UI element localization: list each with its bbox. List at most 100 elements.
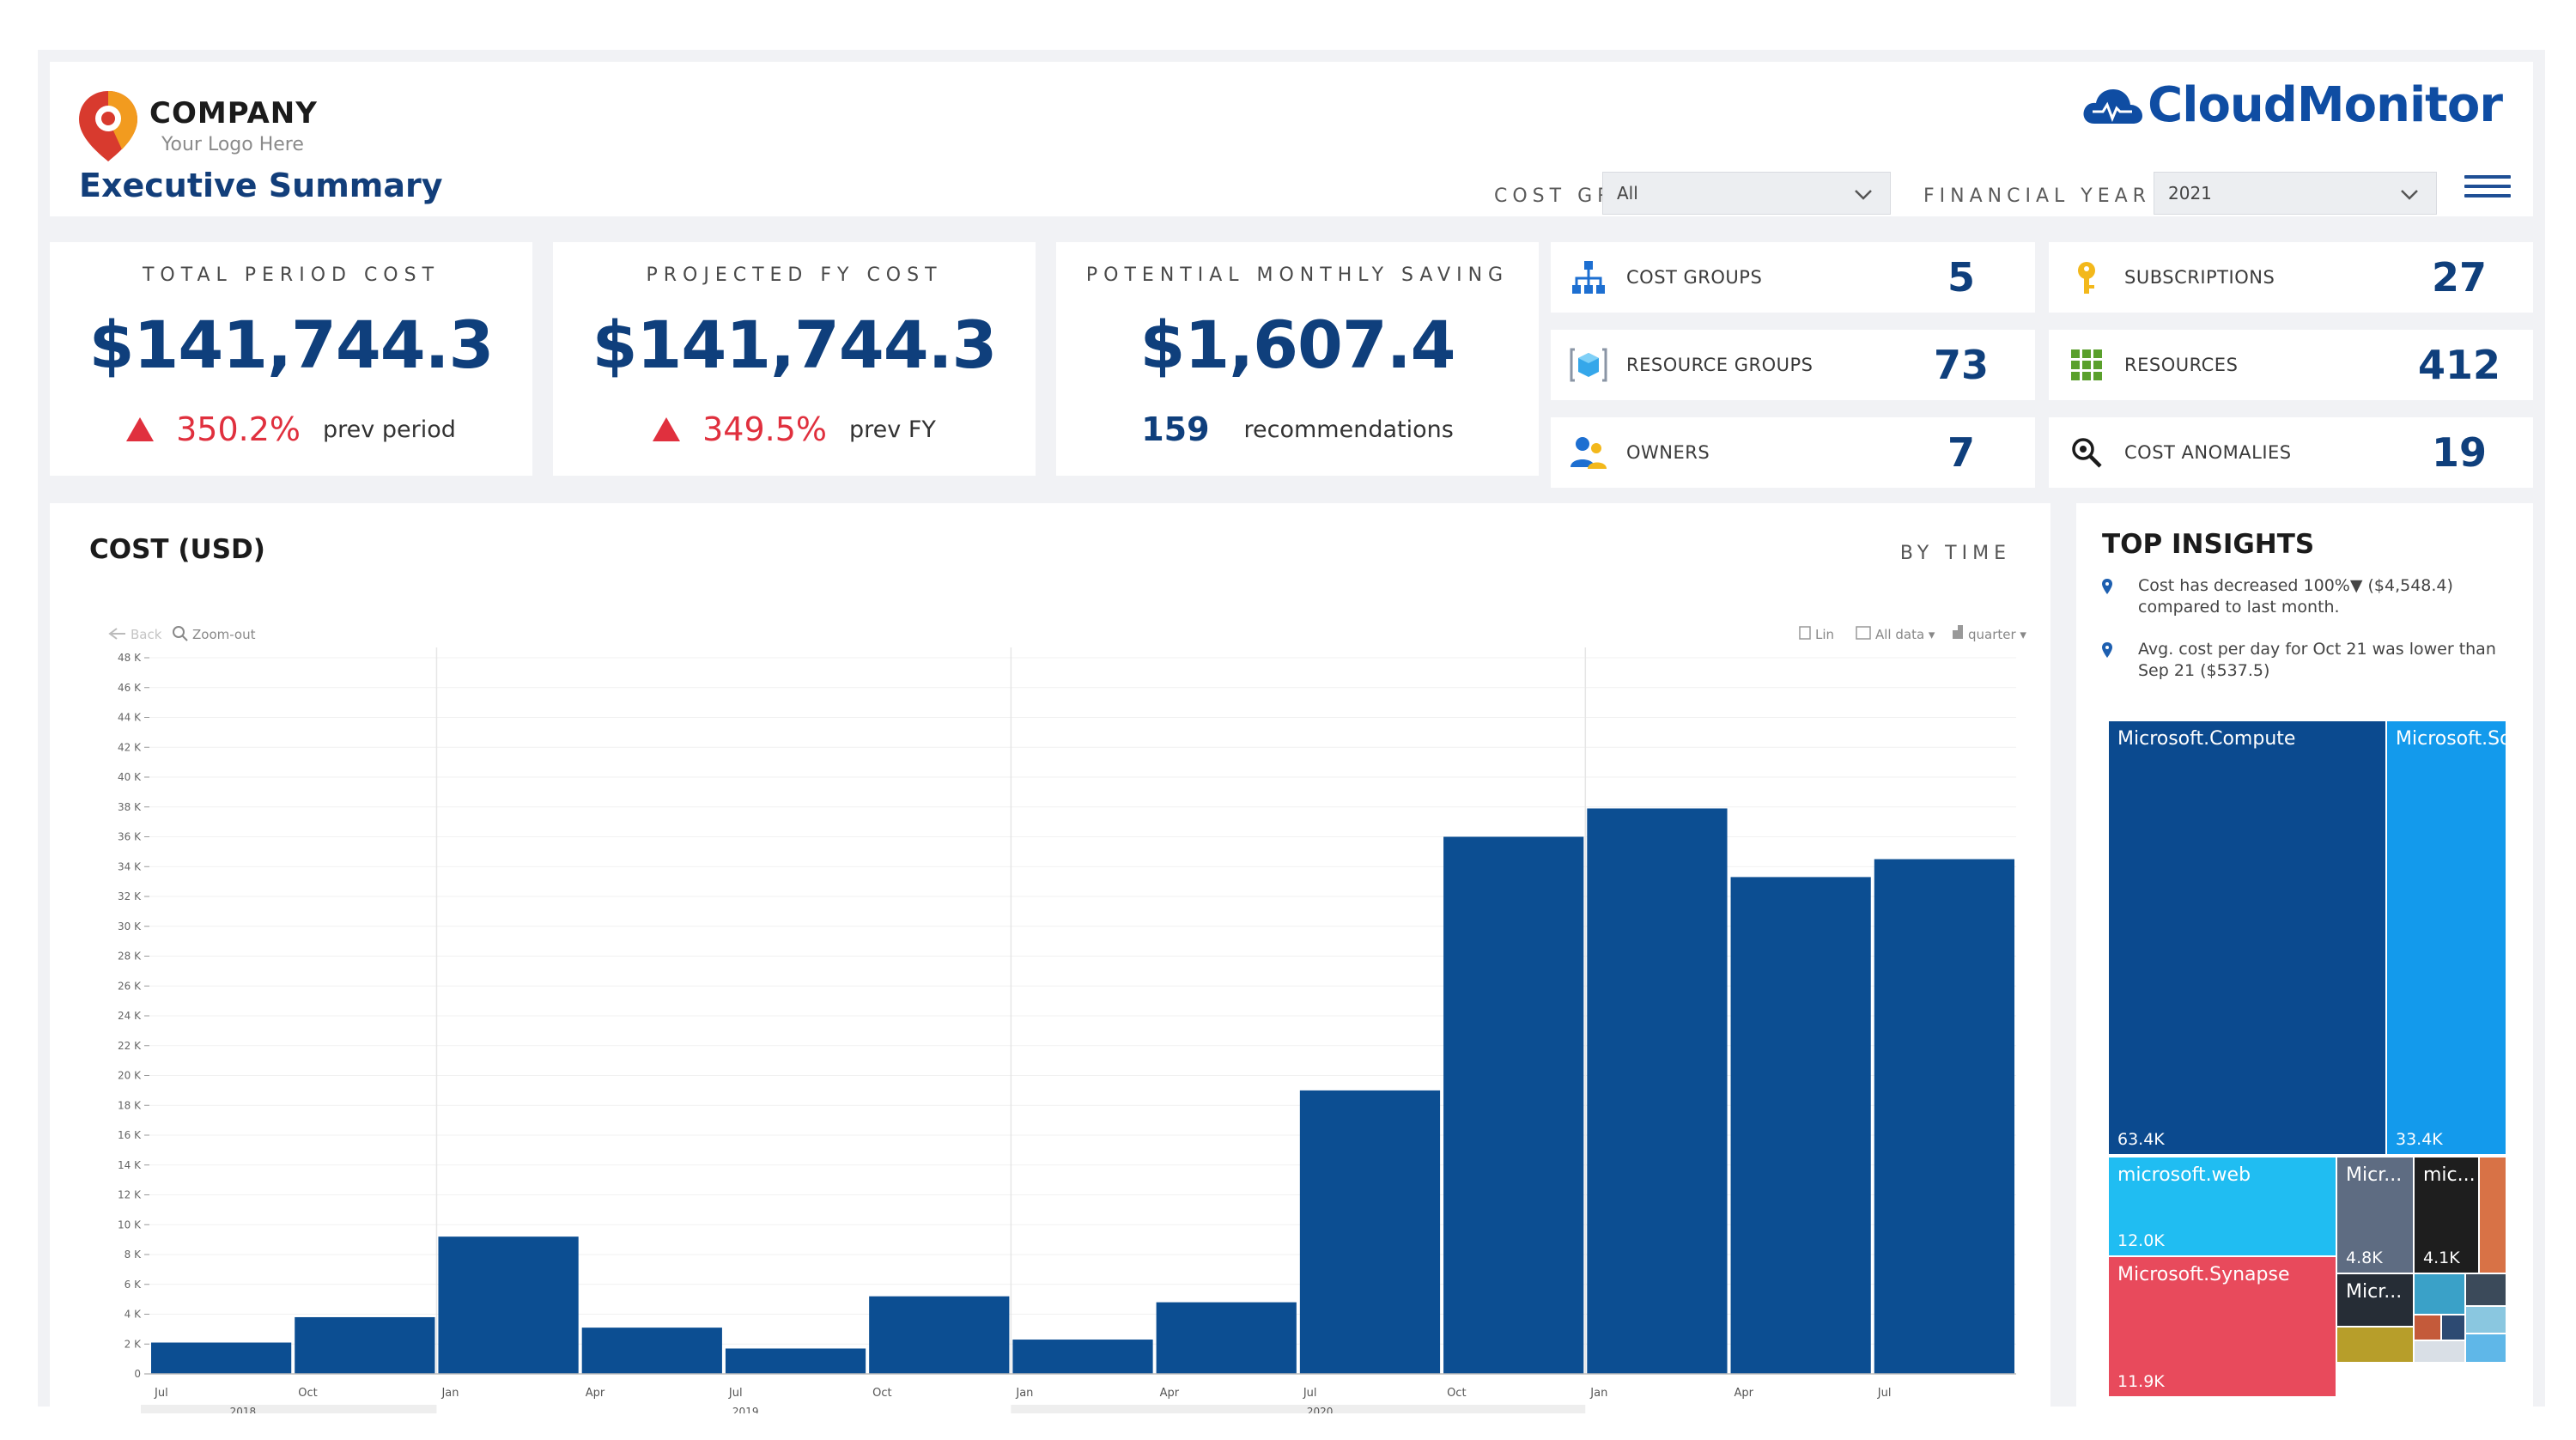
stat-cost-anomalies[interactable]: COST ANOMALIES 19 [2049,417,2533,488]
brand-name: CloudMonitor [2148,77,2503,133]
kpi-label: PROJECTED FY COST [646,264,943,286]
stat-owners[interactable]: OWNERS 7 [1551,417,2035,488]
cost-group-select[interactable]: All [1602,172,1891,215]
chevron-down-icon [2401,190,2418,200]
stat-value: 7 [1947,429,1975,476]
financial-year-label: FINANCIAL YEAR [1923,185,2151,207]
zoom-out-button[interactable]: Zoom-out [173,626,256,642]
stat-value: 5 [1947,254,1975,301]
kpi-value: $141,744.3 [88,307,495,383]
y-tick-label: 48 K [118,652,142,664]
financial-year-select[interactable]: 2021 [2154,172,2437,215]
tile-label: Microsoft.Sql [2396,728,2506,750]
tile-label: Microsoft.Compute [2117,728,2296,750]
bar[interactable] [1299,1090,1441,1374]
year-label: 2018 [230,1406,257,1413]
treemap-tile-light[interactable] [2466,1307,2506,1333]
kpi-change: 350.2% [176,410,301,448]
bar[interactable] [438,1236,579,1374]
treemap-tile-slate[interactable] [2466,1274,2506,1305]
y-tick-label: 28 K [118,951,142,963]
quarter-dropdown[interactable]: quarter ▾ [1953,625,2026,642]
tile-value: 11.9K [2117,1372,2165,1391]
stat-label: OWNERS [1626,442,1710,463]
stat-label: RESOURCE GROUPS [1626,355,1814,375]
treemap-tile-compute[interactable]: Microsoft.Compute 63.4K [2109,721,2385,1154]
bar[interactable] [869,1296,1010,1374]
y-tick-label: 16 K [118,1129,142,1141]
bar[interactable] [1443,836,1584,1375]
y-tick-label: 18 K [118,1099,142,1111]
insight-item: Cost has decreased 100%▼ ($4,548.4) comp… [2102,575,2514,618]
treemap-tile-teal[interactable] [2415,1274,2464,1314]
stat-label: COST ANOMALIES [2124,442,2292,463]
x-tick-label: Jan [440,1387,459,1400]
y-tick-label: 44 K [118,712,142,724]
x-tick-label: Oct [298,1387,317,1400]
kpi-projected-fy-cost: PROJECTED FY COST $141,744.3 349.5% prev… [553,242,1036,476]
treemap-tile-navy[interactable] [2442,1315,2464,1340]
stat-cost-groups[interactable]: COST GROUPS 5 [1551,242,2035,313]
treemap-tile-web[interactable]: microsoft.web 12.0K [2109,1157,2336,1255]
treemap-tile-pale[interactable] [2415,1341,2464,1362]
bar[interactable] [295,1316,435,1374]
y-tick-label: 0 [134,1368,141,1380]
lin-label: Lin [1815,627,1834,642]
treemap-tile-synapse[interactable]: Microsoft.Synapse 11.9K [2109,1257,2336,1396]
y-tick-label: 10 K [118,1218,142,1230]
hierarchy-icon [1568,257,1609,298]
bar[interactable] [1874,859,2014,1374]
treemap-tile-orange[interactable] [2480,1157,2506,1273]
tile-value: 4.8K [2346,1249,2383,1267]
treemap-tile-micro-a[interactable]: Micr... 4.8K [2337,1157,2413,1273]
financial-year-value: 2021 [2168,183,2212,204]
x-tick-label: Jan [1015,1387,1033,1400]
treemap-tile-sky[interactable] [2466,1334,2506,1362]
zoom-out-label: Zoom-out [192,627,256,642]
chart-toolbar-left: Back Zoom-out [108,626,256,642]
kpi-label: TOTAL PERIOD COST [142,264,440,286]
linear-scale-toggle[interactable]: Lin [1799,626,1834,642]
menu-icon[interactable] [2464,175,2511,201]
treemap-tile-gold[interactable] [2337,1328,2413,1362]
tile-value: 4.1K [2423,1249,2460,1267]
treemap-tile-sql[interactable]: Microsoft.Sql 33.4K [2387,721,2506,1154]
pin-icon [2102,642,2112,658]
back-label: Back [131,627,162,642]
y-tick-label: 14 K [118,1159,142,1171]
all-data-dropdown[interactable]: All data ▾ [1856,626,1935,642]
x-tick-label: Jul [154,1387,168,1400]
bar[interactable] [1156,1302,1297,1374]
stat-subscriptions[interactable]: SUBSCRIPTIONS 27 [2049,242,2533,313]
y-tick-label: 8 K [125,1249,142,1261]
kpi-change-label: prev FY [849,416,936,443]
bar[interactable] [1012,1340,1153,1374]
stat-resource-groups[interactable]: RESOURCE GROUPS 73 [1551,330,2035,400]
y-tick-label: 36 K [118,831,142,843]
kpi-change: 349.5% [702,410,828,448]
treemap-tile-micro-b[interactable]: mic... 4.1K [2415,1157,2478,1273]
y-tick-label: 46 K [118,682,142,694]
bar[interactable] [1587,808,1728,1374]
kpi-total-period-cost: TOTAL PERIOD COST $141,744.3 350.2% prev… [50,242,532,476]
y-tick-label: 40 K [118,771,142,783]
bar[interactable] [581,1328,722,1374]
grid-icon [2066,344,2107,386]
bar[interactable] [725,1348,866,1374]
bar[interactable] [151,1342,292,1374]
back-button[interactable]: Back [108,627,162,642]
x-tick-label: Apr [586,1387,605,1400]
treemap-tile-micro-c[interactable]: Micr... [2337,1274,2413,1326]
tile-label: Micr... [2346,1164,2403,1186]
stat-resources[interactable]: RESOURCES 412 [2049,330,2533,400]
chevron-down-icon [1855,190,1872,200]
page-title: Executive Summary [79,167,443,204]
bar[interactable] [1730,877,1871,1374]
tile-value: 33.4K [2396,1130,2443,1149]
brand: CloudMonitor [2081,77,2503,133]
tile-value: 12.0K [2117,1231,2165,1250]
treemap: Microsoft.Compute 63.4K Microsoft.Sql 33… [2109,721,2506,1396]
x-tick-label: Oct [1447,1387,1466,1400]
tile-label: mic... [2423,1164,2476,1186]
treemap-tile-rust[interactable] [2415,1315,2440,1340]
